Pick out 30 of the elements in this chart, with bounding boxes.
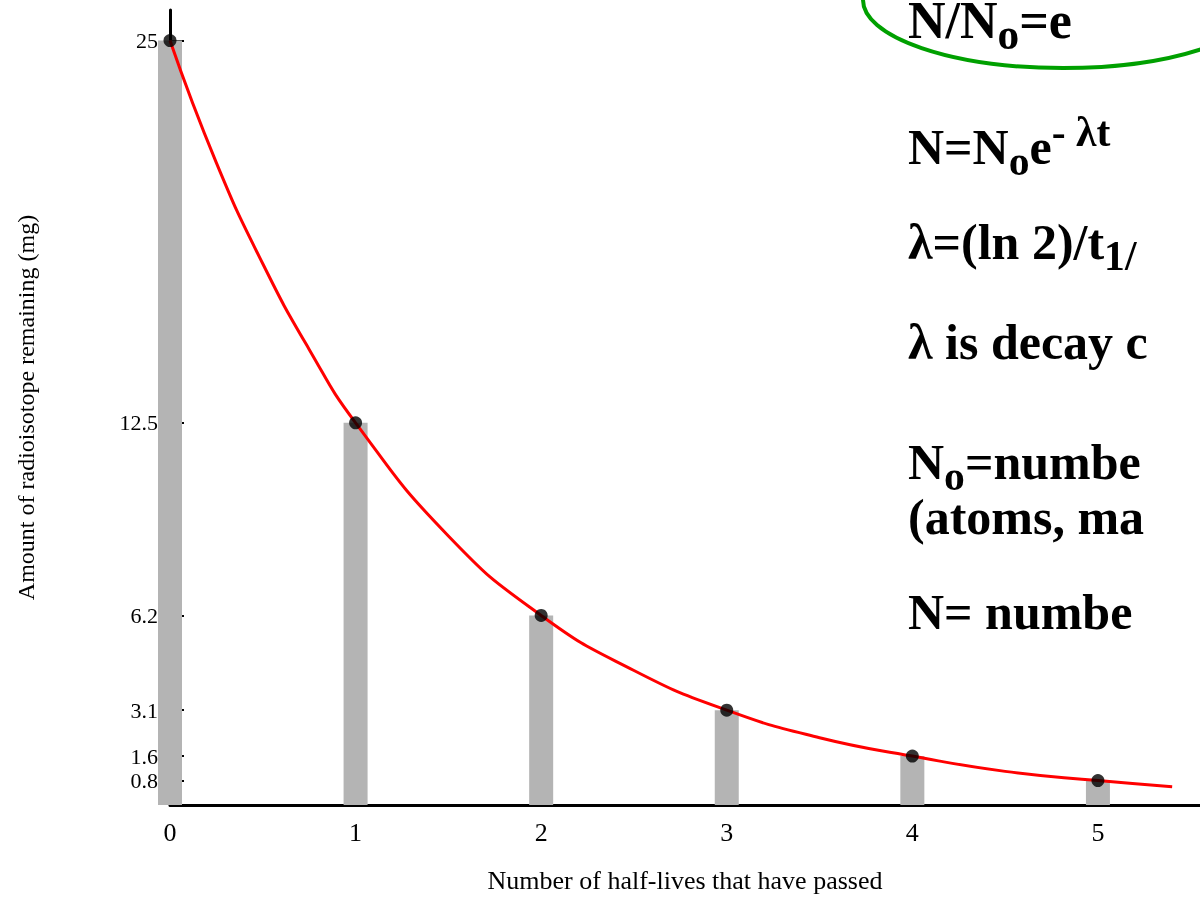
y-tick-label: 0.8 <box>130 768 158 794</box>
x-tick-label: 2 <box>534 817 548 847</box>
annotation: λ=(ln 2)/t$_{1/}$ <box>908 214 1137 280</box>
y-tick-label: 3.1 <box>130 697 158 723</box>
x-tick-label: 4 <box>905 817 919 847</box>
y-tick-label: 1.6 <box>130 743 158 769</box>
y-tick-label: 6.2 <box>130 602 158 628</box>
x-tick-label: 3 <box>720 817 734 847</box>
point <box>1091 774 1105 788</box>
bar <box>343 422 368 805</box>
bar <box>714 710 739 805</box>
x-tick-label: 5 <box>1091 817 1105 847</box>
point <box>163 34 177 48</box>
x-axis-title: Number of half-lives that have passed <box>487 865 883 895</box>
y-axis-title: Amount of radioisotope remaining (mg) <box>13 214 39 601</box>
x-tick-label: 0 <box>163 817 177 847</box>
bar <box>158 40 182 805</box>
point <box>720 703 734 717</box>
annotation: λ is decay c <box>908 314 1148 370</box>
point <box>905 749 919 763</box>
bar <box>529 615 554 805</box>
annotation: N/N$_{o}$=e <box>908 0 1072 60</box>
y-tick-label: 12.5 <box>119 410 158 436</box>
bar <box>900 756 925 805</box>
y-tick-label: 25 <box>136 28 158 54</box>
annotation: N= numbe <box>908 584 1133 640</box>
point <box>349 416 363 430</box>
annotation: N=N$_{o}$e$^{- λt}$ <box>908 109 1111 185</box>
x-tick-label: 1 <box>349 817 363 847</box>
point <box>534 608 548 622</box>
